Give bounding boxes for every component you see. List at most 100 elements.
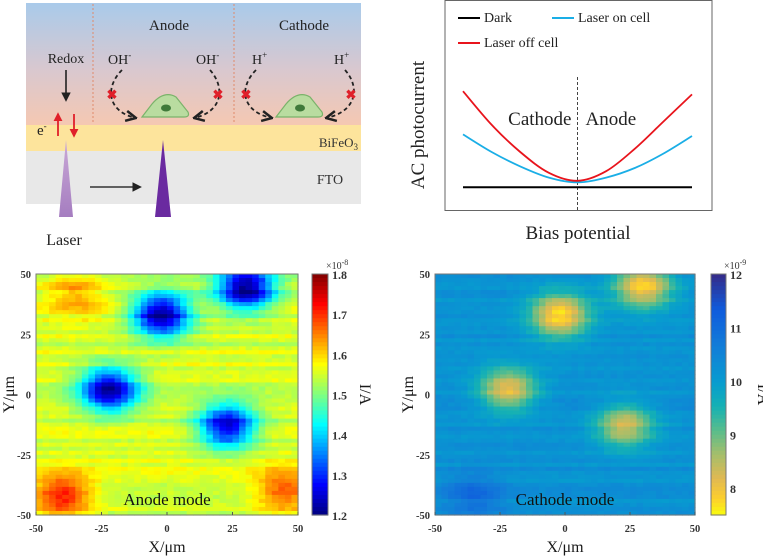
heatmap-cell — [571, 446, 579, 452]
heatmap-cell — [597, 370, 605, 376]
heatmap-cell — [565, 450, 573, 456]
heatmap-cell — [186, 282, 194, 287]
heatmap-cell — [435, 318, 443, 323]
colorbar-segment — [312, 450, 328, 456]
heatmap-cell — [591, 466, 599, 472]
heatmap-cell — [140, 290, 148, 295]
heatmap-cell — [552, 502, 560, 508]
heatmap-cell — [552, 486, 560, 492]
heatmap-cell — [688, 374, 696, 380]
heatmap-cell — [75, 366, 83, 371]
heatmap-cell — [173, 398, 181, 404]
heatmap-cell — [461, 354, 469, 359]
heatmap-cell — [219, 426, 227, 432]
heatmap-cell — [173, 506, 181, 512]
heatmap-cell — [180, 506, 188, 512]
heatmap-cell — [173, 314, 181, 319]
heatmap-cell — [271, 290, 279, 295]
heatmap-cell — [212, 506, 220, 512]
heatmap-cell — [94, 482, 103, 488]
heatmap-cell — [636, 414, 644, 420]
heatmap-cell — [675, 482, 683, 488]
heatmap-cell — [454, 338, 462, 343]
heatmap-cell — [42, 294, 50, 299]
heatmap-cell — [291, 406, 299, 412]
heatmap-cell — [493, 430, 501, 436]
heatmap-cell — [147, 510, 155, 516]
heatmap-cell — [212, 446, 220, 452]
heatmap-cell — [186, 318, 194, 323]
heatmap-cell — [42, 362, 50, 367]
heatmap-cell — [584, 478, 592, 484]
heatmap-cell — [271, 342, 279, 347]
heatmap-cell — [636, 466, 644, 472]
heatmap-cell — [127, 382, 135, 388]
heatmap-cell — [225, 350, 234, 355]
heatmap-cell — [513, 410, 521, 416]
heatmap-cell — [180, 394, 188, 400]
heatmap-cell — [675, 294, 683, 299]
heatmap-cell — [167, 470, 175, 476]
heatmap-cell — [454, 306, 462, 311]
heatmap-cell — [121, 290, 129, 295]
heatmap-cell — [42, 278, 50, 283]
heatmap-cell — [558, 458, 566, 464]
heatmap-cell — [532, 346, 540, 351]
heatmap-cell — [62, 298, 70, 303]
heatmap-cell — [480, 422, 488, 428]
heatmap-cell — [636, 302, 644, 307]
heatmap-cell — [597, 478, 605, 484]
heatmap-cell — [36, 334, 44, 339]
heatmap-cell — [669, 394, 677, 400]
heatmap-cell — [212, 386, 220, 392]
heatmap-cell — [630, 298, 638, 303]
heatmap-cell — [62, 322, 70, 327]
heatmap-cell — [591, 486, 599, 492]
heatmap-cell — [545, 438, 553, 444]
heatmap-cell — [571, 334, 579, 339]
heatmap-cell — [245, 290, 253, 295]
heatmap-cell — [258, 486, 266, 492]
heatmap-cell — [649, 282, 657, 287]
heatmap-cell — [232, 394, 240, 400]
heatmap-cell — [467, 338, 475, 343]
heatmap-cell — [630, 438, 638, 444]
heatmap-cell — [265, 318, 273, 323]
heatmap-cell — [578, 346, 586, 351]
heatmap-cell — [212, 466, 220, 472]
heatmap-cell — [167, 282, 175, 287]
heatmap-cell — [500, 322, 508, 327]
heatmap-cell — [558, 442, 566, 448]
heatmap-cell — [49, 346, 57, 351]
heatmap-cell — [539, 474, 547, 480]
heatmap-cell — [474, 294, 482, 299]
heatmap-cell — [487, 314, 495, 319]
heatmap-cell — [239, 450, 247, 456]
heatmap-cell — [114, 462, 122, 468]
heatmap-cell — [662, 338, 670, 343]
heatmap-cell — [180, 422, 188, 428]
heatmap-cell — [558, 278, 566, 283]
heatmap-cell — [199, 290, 207, 295]
heatmap-cell — [212, 418, 220, 424]
heatmap-cell — [42, 314, 50, 319]
heatmap-cell — [160, 398, 168, 404]
heatmap-cell — [435, 346, 443, 351]
heatmap-cell — [199, 474, 207, 480]
heatmap-cell — [675, 342, 683, 347]
heatmap-cell — [186, 426, 194, 432]
heatmap-cell — [604, 430, 612, 436]
heatmap-cell — [160, 494, 168, 500]
heatmap-cell — [284, 322, 293, 327]
heatmap-cell — [500, 358, 508, 363]
heatmap-cell — [134, 418, 142, 424]
heatmap-cell — [212, 450, 220, 456]
heatmap-cell — [591, 422, 599, 428]
heatmap-cell — [630, 506, 638, 512]
oh-right-label: OH- — [196, 50, 219, 68]
heatmap-cell — [232, 418, 240, 424]
heatmap-cell — [461, 442, 469, 448]
heatmap-cell — [539, 502, 547, 508]
heatmap-cell — [55, 474, 63, 480]
heatmap-cell — [55, 466, 63, 472]
